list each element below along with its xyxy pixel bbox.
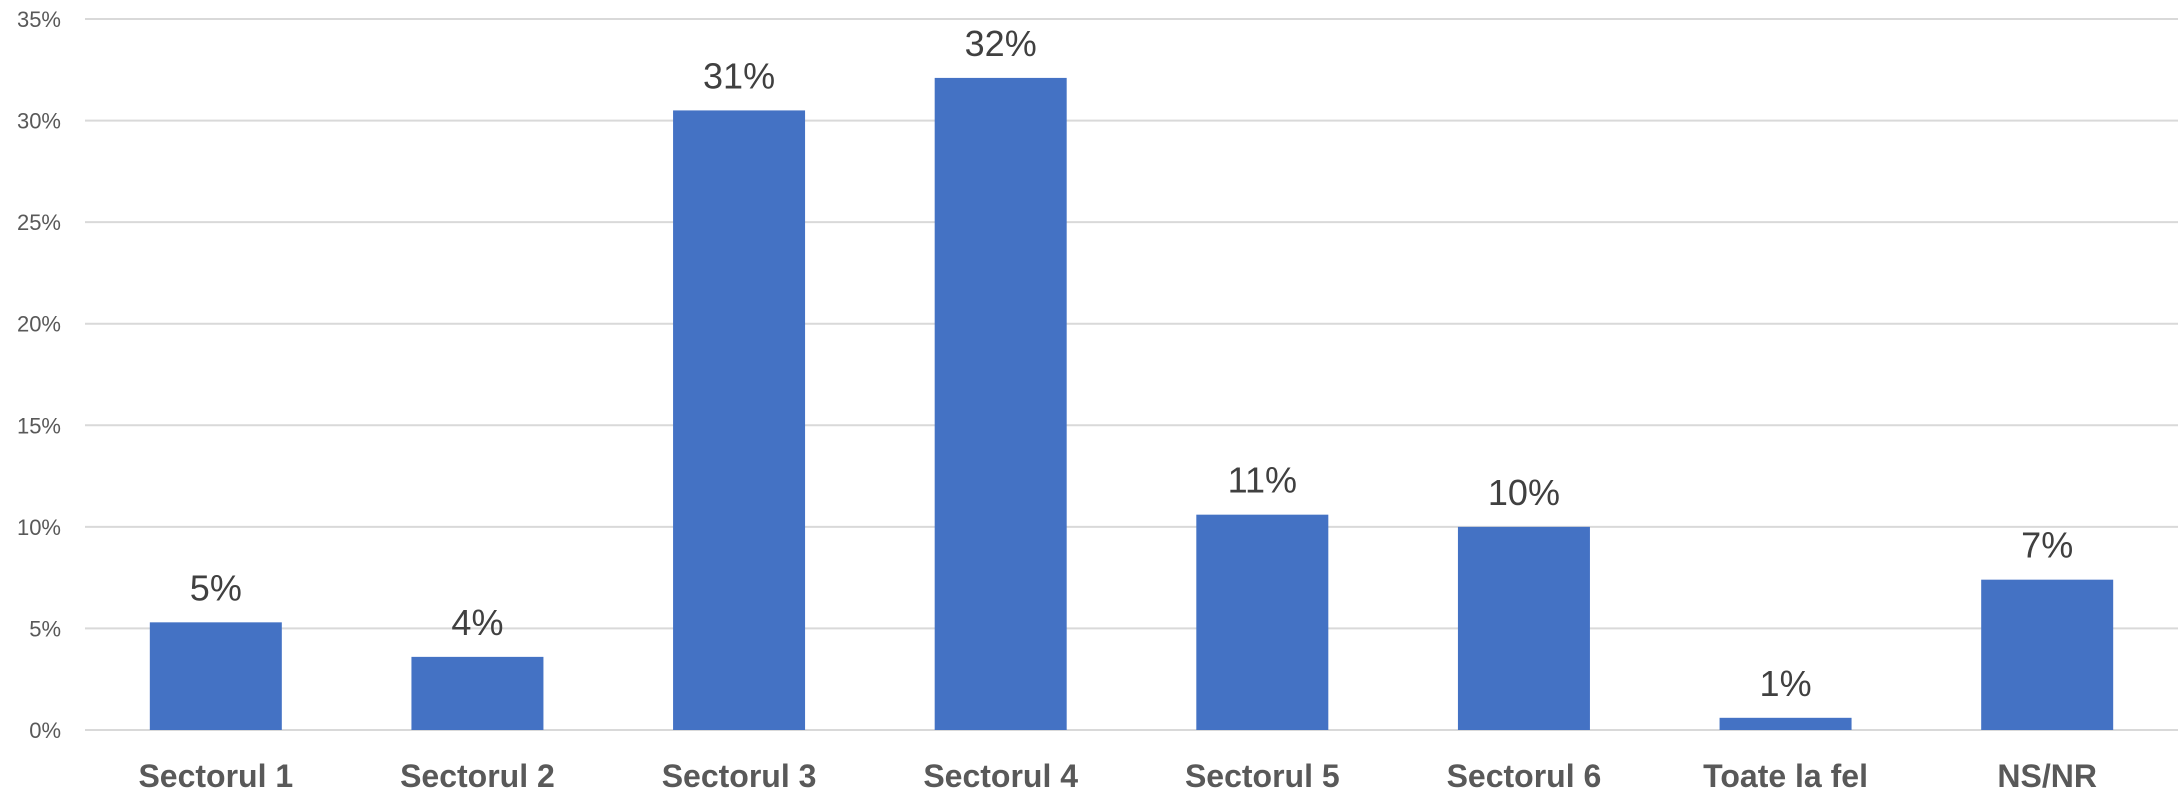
bar	[411, 657, 543, 730]
data-label: 5%	[190, 567, 242, 608]
x-category-label: Sectorul 4	[923, 758, 1078, 793]
data-label: 1%	[1760, 663, 1812, 704]
bar	[1196, 515, 1328, 730]
y-tick-label: 10%	[17, 515, 61, 540]
y-tick-label: 20%	[17, 312, 61, 337]
y-tick-label: 5%	[29, 616, 61, 641]
data-label: 10%	[1488, 472, 1560, 513]
x-category-label: Sectorul 6	[1447, 758, 1602, 793]
y-tick-label: 15%	[17, 413, 61, 438]
data-label: 32%	[965, 23, 1037, 64]
data-label: 31%	[703, 55, 775, 96]
y-tick-label: 0%	[29, 718, 61, 743]
x-category-label: NS/NR	[1997, 758, 2097, 793]
y-axis-tick-labels: 0% 5% 10% 15% 20% 25% 30% 35%	[17, 7, 61, 743]
bar	[150, 622, 282, 730]
y-tick-label: 30%	[17, 109, 61, 134]
y-tick-label: 35%	[17, 7, 61, 32]
x-category-label: Sectorul 1	[138, 758, 293, 793]
x-category-label: Sectorul 3	[662, 758, 817, 793]
data-label: 7%	[2021, 525, 2073, 566]
gridlines	[85, 19, 2178, 730]
data-label: 11%	[1228, 460, 1297, 501]
bar	[1981, 580, 2113, 730]
bar	[1720, 718, 1852, 730]
x-category-label: Sectorul 2	[400, 758, 555, 793]
bar	[935, 78, 1067, 730]
bars	[150, 78, 2113, 730]
data-labels: 5% 4% 31% 32% 11% 10% 1% 7%	[190, 23, 2073, 704]
y-tick-label: 25%	[17, 210, 61, 235]
x-axis-category-labels: Sectorul 1 Sectorul 2 Sectorul 3 Sectorul 4…	[138, 758, 2097, 793]
bar	[1458, 527, 1590, 730]
bar	[673, 110, 805, 730]
data-label: 4%	[451, 602, 503, 643]
x-category-label: Toate la fel	[1703, 758, 1868, 793]
x-category-label: Sectorul 5	[1185, 758, 1340, 793]
